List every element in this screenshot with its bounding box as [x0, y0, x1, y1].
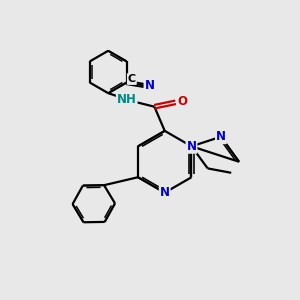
Text: N: N: [145, 79, 154, 92]
Text: C: C: [128, 74, 136, 84]
Text: O: O: [177, 94, 187, 108]
Text: N: N: [160, 186, 170, 199]
Text: N: N: [187, 140, 196, 153]
Text: N: N: [216, 130, 226, 143]
Text: NH: NH: [117, 93, 137, 106]
